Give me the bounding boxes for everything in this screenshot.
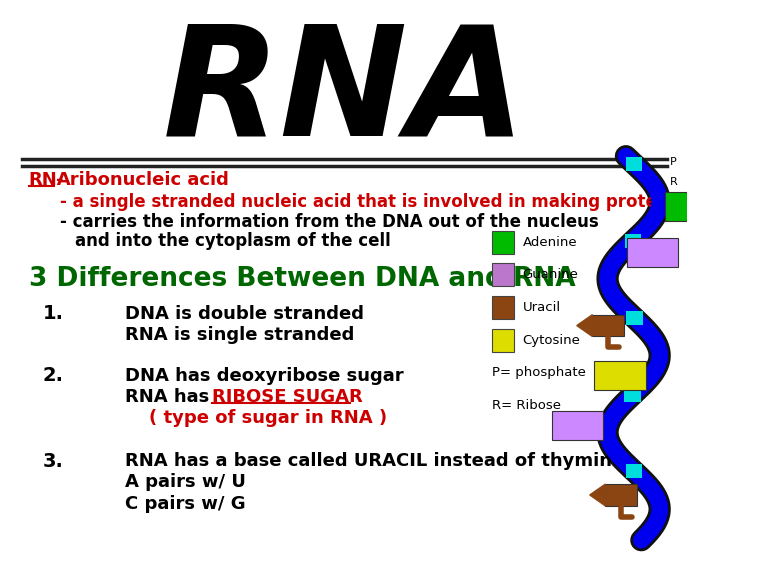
Text: Guanine: Guanine bbox=[522, 268, 578, 281]
Text: - carries the information from the DNA out of the nucleus: - carries the information from the DNA o… bbox=[60, 213, 598, 231]
Bar bbox=[492, 296, 515, 319]
Text: 1.: 1. bbox=[42, 304, 64, 323]
Text: 2.: 2. bbox=[42, 366, 64, 385]
Text: - ribonucleic acid: - ribonucleic acid bbox=[56, 170, 229, 189]
Text: and into the cytoplasm of the cell: and into the cytoplasm of the cell bbox=[75, 232, 391, 250]
Text: C pairs w/ G: C pairs w/ G bbox=[125, 495, 246, 513]
Text: RNA is single stranded: RNA is single stranded bbox=[125, 326, 354, 344]
Text: R= Ribose: R= Ribose bbox=[492, 399, 561, 412]
Text: ( type of sugar in RNA ): ( type of sugar in RNA ) bbox=[149, 409, 387, 427]
Text: Adenine: Adenine bbox=[522, 236, 577, 249]
Bar bbox=[627, 238, 678, 267]
Bar bbox=[626, 157, 642, 170]
Bar bbox=[665, 192, 717, 221]
Bar bbox=[594, 361, 646, 390]
Polygon shape bbox=[590, 484, 605, 506]
Text: RNA has: RNA has bbox=[125, 388, 215, 406]
Text: 3.: 3. bbox=[42, 452, 64, 471]
Bar bbox=[492, 230, 515, 253]
Text: A pairs w/ U: A pairs w/ U bbox=[125, 473, 246, 491]
Text: RNA has a base called URACIL instead of thymine: RNA has a base called URACIL instead of … bbox=[125, 452, 624, 470]
Bar bbox=[626, 311, 643, 325]
Text: - a single stranded nucleic acid that is involved in making proteins: - a single stranded nucleic acid that is… bbox=[60, 193, 684, 211]
Bar bbox=[492, 263, 515, 286]
Bar bbox=[626, 464, 642, 478]
Text: P= phosphate: P= phosphate bbox=[492, 366, 585, 380]
Text: Uracil: Uracil bbox=[522, 301, 561, 314]
Text: R: R bbox=[670, 177, 677, 187]
Polygon shape bbox=[577, 314, 592, 336]
Bar bbox=[492, 329, 515, 351]
Bar bbox=[605, 484, 637, 506]
Text: P: P bbox=[670, 157, 677, 167]
Text: 3 Differences Between DNA and RNA: 3 Differences Between DNA and RNA bbox=[29, 267, 575, 293]
Text: RNA: RNA bbox=[29, 170, 71, 189]
Text: DNA is double stranded: DNA is double stranded bbox=[125, 305, 364, 323]
Text: Cytosine: Cytosine bbox=[522, 334, 581, 347]
Bar bbox=[624, 388, 641, 401]
Text: DNA has deoxyribose sugar: DNA has deoxyribose sugar bbox=[125, 367, 403, 385]
Bar bbox=[592, 314, 624, 336]
Text: RIBOSE SUGAR: RIBOSE SUGAR bbox=[212, 388, 362, 406]
Bar bbox=[551, 411, 603, 440]
Bar bbox=[625, 234, 641, 248]
Text: RNA: RNA bbox=[162, 18, 526, 168]
